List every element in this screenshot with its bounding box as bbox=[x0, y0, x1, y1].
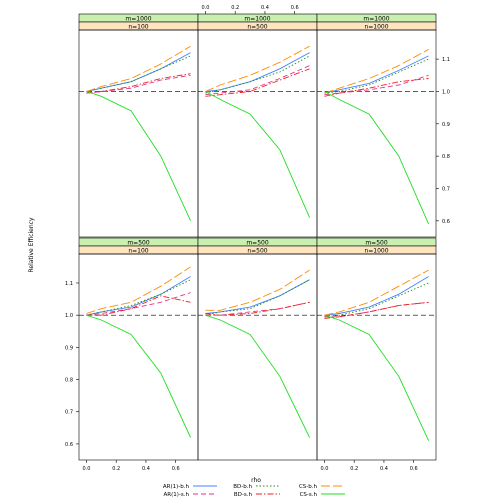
strip-bottom-label: n=100 bbox=[128, 24, 148, 31]
series-line-cs-b bbox=[324, 269, 429, 316]
strip-bottom-label: n=500 bbox=[247, 24, 267, 31]
strip-top-label: m=1000 bbox=[363, 16, 389, 23]
series-line-bd-b bbox=[205, 55, 310, 94]
legend-label: AR(1)-s.h bbox=[164, 492, 190, 498]
series-line-cs-s bbox=[86, 91, 192, 221]
panel-frame bbox=[316, 29, 437, 238]
series-line-cs-s bbox=[86, 314, 192, 438]
y-tick-label: 0.6 bbox=[442, 219, 450, 225]
y-tick-label: 0.7 bbox=[442, 186, 450, 192]
y-tick-label: 1.1 bbox=[65, 281, 73, 287]
legend-label: BD-s.h bbox=[234, 492, 253, 498]
series-line-bd-b bbox=[86, 279, 191, 316]
series-line-ar1-b bbox=[86, 276, 191, 316]
x-tick-label: 0.0 bbox=[320, 466, 328, 472]
series-line-ar1-s bbox=[324, 74, 429, 96]
x-tick-label: 0.2 bbox=[112, 466, 120, 472]
series-line-bd-s bbox=[324, 301, 429, 319]
x-tick-label: 0.0 bbox=[201, 5, 209, 11]
y-axis-label: Relative Efficiency bbox=[28, 217, 35, 272]
panel-frame bbox=[78, 29, 199, 238]
series-line-bd-s bbox=[205, 68, 310, 97]
strip-bottom-label: n=1000 bbox=[364, 24, 388, 31]
x-tick-label: 0.6 bbox=[410, 466, 418, 472]
series-line-cs-b bbox=[205, 269, 310, 311]
y-tick-label: 0.9 bbox=[442, 122, 450, 128]
series-line-cs-s bbox=[205, 314, 311, 438]
strip-top-label: m=1000 bbox=[125, 16, 151, 23]
series-line-ar1-b bbox=[324, 276, 429, 316]
x-tick-label: 0.2 bbox=[231, 5, 239, 11]
y-tick-label: 0.8 bbox=[442, 154, 450, 160]
strip-bottom-label: n=1000 bbox=[364, 248, 388, 255]
series-line-cs-s bbox=[205, 91, 311, 218]
x-tick-label: 0.4 bbox=[142, 466, 150, 472]
legend-label: AR(1)-b.h bbox=[163, 484, 190, 490]
series-line-bd-b bbox=[86, 55, 191, 92]
x-axis-label: rho bbox=[251, 477, 261, 484]
strip-top-label: m=500 bbox=[246, 240, 269, 247]
strip-bottom-label: n=100 bbox=[128, 248, 148, 255]
series-line-bd-b bbox=[324, 58, 429, 94]
series-line-ar1-s bbox=[205, 65, 310, 96]
series-line-cs-b bbox=[324, 49, 429, 94]
series-line-ar1-s bbox=[86, 292, 191, 316]
y-tick-label: 1.0 bbox=[442, 89, 450, 95]
series-line-cs-s bbox=[324, 314, 430, 441]
y-tick-label: 0.6 bbox=[65, 442, 73, 448]
strip-top-label: m=1000 bbox=[244, 16, 270, 23]
x-tick-label: 0.4 bbox=[261, 5, 269, 11]
strip-top-label: m=500 bbox=[365, 240, 388, 247]
x-tick-label: 0.4 bbox=[380, 466, 388, 472]
series-line-bd-b bbox=[205, 279, 310, 316]
panel-frame bbox=[197, 29, 318, 238]
y-tick-label: 0.7 bbox=[65, 410, 73, 416]
strip-top-label: m=500 bbox=[127, 240, 150, 247]
y-tick-label: 0.9 bbox=[65, 345, 73, 351]
series-line-bd-s bbox=[86, 73, 191, 94]
series-line-bd-b bbox=[324, 282, 429, 318]
series-line-cs-b bbox=[205, 45, 310, 92]
panel-frame bbox=[316, 253, 437, 461]
legend-label: CS-s.h bbox=[300, 492, 318, 498]
y-tick-label: 1.1 bbox=[442, 57, 450, 63]
series-line-ar1-b bbox=[324, 55, 429, 94]
x-tick-label: 0.2 bbox=[350, 466, 358, 472]
series-line-cs-b bbox=[86, 45, 191, 92]
y-tick-label: 0.8 bbox=[65, 378, 73, 384]
series-line-ar1-b bbox=[205, 279, 310, 314]
series-line-ar1-b bbox=[86, 52, 191, 92]
series-line-bd-s bbox=[324, 78, 429, 97]
series-line-cs-s bbox=[324, 91, 430, 225]
series-line-cs-b bbox=[86, 266, 191, 314]
y-tick-label: 1.0 bbox=[65, 313, 73, 319]
x-tick-label: 0.0 bbox=[82, 466, 90, 472]
legend-label: BD-b.h bbox=[233, 484, 252, 490]
series-line-ar1-s bbox=[86, 74, 191, 94]
x-tick-label: 0.6 bbox=[172, 466, 180, 472]
series-line-bd-s bbox=[205, 301, 310, 316]
legend-label: CS-b.h bbox=[299, 484, 318, 490]
x-tick-label: 0.6 bbox=[291, 5, 299, 11]
strip-bottom-label: n=500 bbox=[247, 248, 267, 255]
series-line-ar1-s bbox=[324, 301, 429, 318]
